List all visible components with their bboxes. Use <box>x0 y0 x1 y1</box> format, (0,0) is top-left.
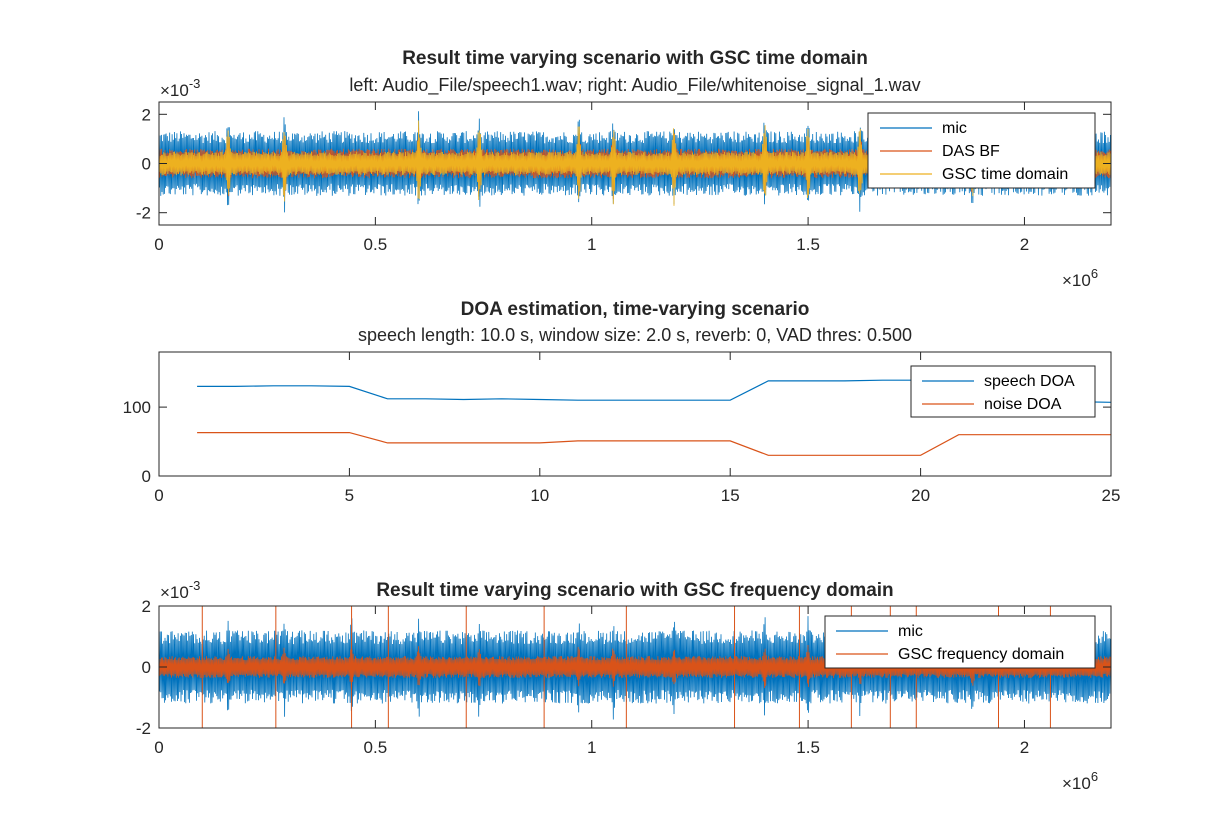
panel-doa-estimation: DOA estimation, time-varying scenario sp… <box>123 299 1121 505</box>
x-tick-label: 0 <box>154 738 163 757</box>
panel1-x-exponent-base: ×10 <box>1062 271 1091 290</box>
panel2-legend: speech DOA noise DOA <box>910 365 1096 418</box>
panel1-y-exponent: ×10-3 <box>160 76 200 100</box>
x-tick-label: 15 <box>721 486 740 505</box>
panel1-ticks: 0 0.5 1 1.5 2-202 <box>136 102 1111 254</box>
panel2-legend-box <box>910 365 1096 418</box>
legend-gsc-freq-label: GSC frequency domain <box>898 646 1064 663</box>
x-tick-label: 10 <box>530 486 549 505</box>
x-tick-label: 2 <box>1020 235 1029 254</box>
panel1-y-exponent-power: -3 <box>189 76 201 91</box>
svg-text:×10-3: ×10-3 <box>160 578 200 602</box>
panel1-y-exponent-base: ×10 <box>160 81 189 100</box>
x-tick-label: 1 <box>587 738 596 757</box>
legend-mic-label: mic <box>942 120 967 137</box>
panel2-ticks: 0 5 10 15 20 25 0 100 <box>123 352 1121 505</box>
y-tick-label: -2 <box>136 719 151 738</box>
y-tick-label: 0 <box>142 658 151 677</box>
svg-text:×10-3: ×10-3 <box>160 76 200 100</box>
x-tick-label: 0 <box>154 486 163 505</box>
legend-mic-label-3: mic <box>898 623 923 640</box>
panel1-x-exponent: ×106 <box>1062 266 1098 290</box>
svg-text:×106: ×106 <box>1062 266 1098 290</box>
x-tick-label: 5 <box>345 486 354 505</box>
y-tick-label: 2 <box>142 105 151 124</box>
legend-gsc-label: GSC time domain <box>942 166 1068 183</box>
x-tick-label: 1 <box>587 235 596 254</box>
panel1-legend: mic DAS BF GSC time domain <box>867 112 1096 189</box>
panel2-axes-box <box>158 351 1112 477</box>
panel2-subtitle: speech length: 10.0 s, window size: 2.0 … <box>358 325 912 345</box>
panel1-title: Result time varying scenario with GSC ti… <box>402 48 868 69</box>
panel3-y-exponent-base: ×10 <box>160 583 189 602</box>
panel2-title: DOA estimation, time-varying scenario <box>461 299 810 320</box>
panel3-y-exponent-power: -3 <box>189 578 201 593</box>
y-tick-label: 100 <box>123 398 151 417</box>
panel3-x-exponent: ×106 <box>1062 769 1098 793</box>
svg-text:×106: ×106 <box>1062 769 1098 793</box>
series-noise-doa-line <box>197 432 1111 456</box>
panel3-ticks: 0 0.5 1 1.5 2-202 <box>136 597 1111 757</box>
x-tick-label: 0.5 <box>364 235 388 254</box>
legend-noise-doa-label: noise DOA <box>984 396 1062 413</box>
panel3-y-exponent: ×10-3 <box>160 578 200 602</box>
panel3-legend: mic GSC frequency domain <box>824 615 1096 669</box>
x-tick-label: 0.5 <box>364 738 388 757</box>
x-tick-label: 0 <box>154 235 163 254</box>
panel3-legend-box <box>824 615 1096 669</box>
x-tick-label: 1.5 <box>796 738 820 757</box>
panel3-x-exponent-base: ×10 <box>1062 774 1091 793</box>
panel3-title: Result time varying scenario with GSC fr… <box>376 580 893 601</box>
y-tick-label: -2 <box>136 204 151 223</box>
x-tick-label: 25 <box>1102 486 1121 505</box>
y-tick-label: 2 <box>142 597 151 616</box>
panel3-x-exponent-power: 6 <box>1091 769 1098 784</box>
panel1-subtitle: left: Audio_File/speech1.wav; right: Aud… <box>349 75 920 96</box>
panel-gsc-time-domain: Result time varying scenario with GSC ti… <box>136 48 1112 290</box>
y-tick-label: 0 <box>142 467 151 486</box>
x-tick-label: 20 <box>911 486 930 505</box>
legend-das-label: DAS BF <box>942 143 1000 160</box>
x-tick-label: 2 <box>1020 738 1029 757</box>
legend-speech-doa-label: speech DOA <box>984 373 1075 390</box>
panel-gsc-frequency-domain: Result time varying scenario with GSC fr… <box>136 578 1112 793</box>
y-tick-label: 0 <box>142 155 151 174</box>
x-tick-label: 1.5 <box>796 235 820 254</box>
panel1-x-exponent-power: 6 <box>1091 266 1098 281</box>
